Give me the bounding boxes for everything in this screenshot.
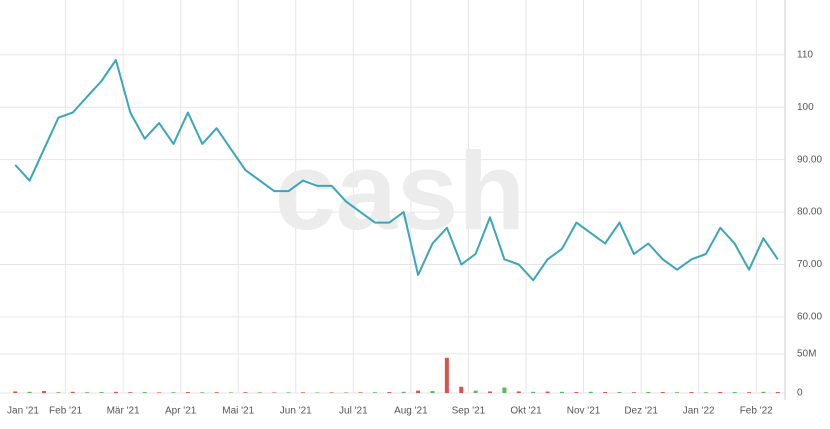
volume-bar — [516, 391, 521, 393]
volume-bar — [416, 390, 421, 393]
volume-bar — [502, 387, 507, 393]
y-tick-label: 60.00 — [797, 312, 822, 323]
volume-bar — [401, 391, 406, 393]
volume-bar — [128, 392, 133, 393]
volume-bar — [272, 392, 277, 393]
x-tick-label: Jan '22 — [683, 406, 715, 417]
volume-bar — [689, 392, 694, 393]
volume-bar — [300, 392, 305, 393]
volume-bar — [56, 392, 61, 393]
volume-bar — [243, 392, 248, 393]
y-tick-label: 90.00 — [797, 154, 822, 165]
volume-bar — [257, 392, 262, 393]
volume-bar — [85, 392, 90, 393]
x-tick-label: Aug '21 — [394, 406, 428, 417]
volume-bar — [329, 392, 334, 393]
x-tick-label: Jan '21 — [7, 406, 39, 417]
y-tick-label: 70.00 — [797, 259, 822, 270]
volume-bar — [545, 391, 550, 393]
volume-bar — [646, 391, 651, 393]
volume-bar — [732, 392, 737, 393]
y-tick-label: 0 — [797, 388, 803, 399]
volume-bar — [775, 392, 780, 393]
volume-bar — [718, 391, 723, 393]
volume-bar — [344, 392, 349, 393]
volume-bar — [588, 391, 593, 393]
price-line — [14, 59, 779, 282]
volume-bar — [214, 392, 219, 393]
x-tick-label: Dez '21 — [624, 406, 658, 417]
x-tick-label: Apr '21 — [165, 406, 197, 417]
x-tick-label: Feb '21 — [49, 406, 82, 417]
volume-bar — [372, 392, 377, 393]
x-tick-label: Jun '21 — [280, 406, 312, 417]
volume-bar — [113, 391, 118, 393]
y-tick-label: 50M — [797, 349, 816, 360]
x-tick-label: Jul '21 — [339, 406, 368, 417]
volume-bar — [387, 392, 392, 393]
volume-bar — [171, 392, 176, 393]
volume-bar — [531, 391, 536, 393]
volume-bar — [488, 391, 493, 393]
volume-bar — [99, 392, 104, 393]
volume-bar — [703, 392, 708, 393]
volume-bar — [603, 391, 608, 393]
volume-bar — [229, 392, 234, 393]
volume-bar — [559, 391, 564, 393]
watermark: cash — [275, 130, 526, 253]
y-tick-label: 110 — [797, 49, 813, 60]
volume-bar — [473, 390, 478, 393]
volume-bar — [675, 392, 680, 393]
x-tick-label: Mai '21 — [222, 406, 254, 417]
x-tick-label: Mär '21 — [107, 406, 140, 417]
volume-bar — [358, 392, 363, 393]
volume-bar — [459, 386, 464, 393]
volume-bar — [200, 392, 205, 393]
volume-bar — [617, 392, 622, 393]
y-tick-label: 80.00 — [797, 207, 822, 218]
y-tick-label: 100 — [797, 102, 814, 113]
volume-bar — [631, 392, 636, 393]
volume-bar — [660, 392, 665, 393]
x-tick-label: Sep '21 — [452, 406, 486, 417]
volume-bar — [574, 392, 579, 393]
volume-bar — [41, 391, 46, 393]
volume-bar — [430, 391, 435, 393]
volume-bar — [70, 391, 75, 393]
volume-bar — [157, 392, 162, 393]
volume-bar — [315, 392, 320, 393]
volume-bar — [444, 357, 449, 393]
volume-bar — [13, 391, 18, 393]
volume-bar — [142, 392, 147, 393]
x-tick-label: Okt '21 — [510, 406, 542, 417]
x-tick-label: Feb '22 — [740, 406, 773, 417]
volume-bar — [286, 392, 291, 393]
volume-bar — [27, 391, 32, 393]
volume-bar — [747, 392, 752, 393]
volume-bar — [185, 392, 190, 393]
volume-bar — [761, 391, 766, 393]
x-tick-label: Nov '21 — [567, 406, 601, 417]
